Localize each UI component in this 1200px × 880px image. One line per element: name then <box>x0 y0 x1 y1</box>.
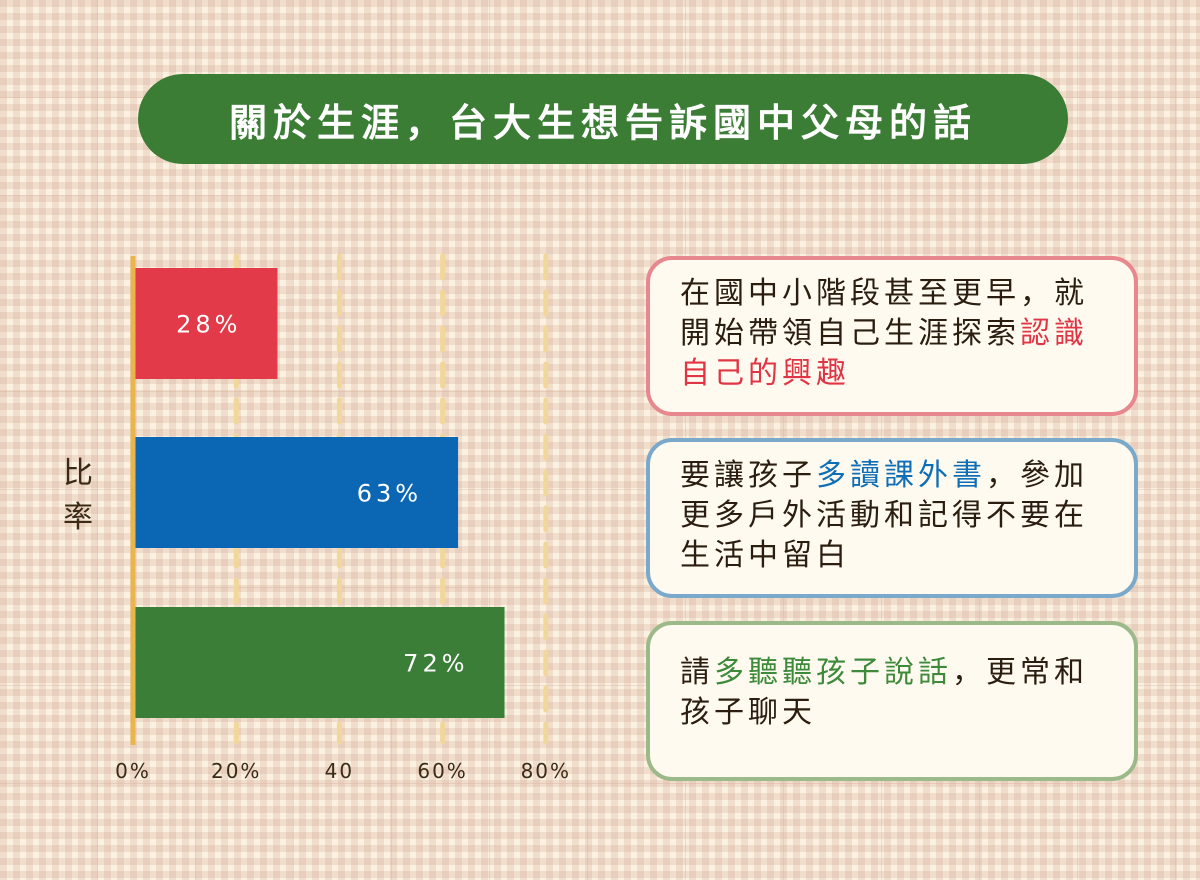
bar <box>133 607 505 718</box>
x-tick-label: 0% <box>115 759 151 783</box>
x-tick-label: 80% <box>521 759 571 783</box>
page-title: 關於生涯，台大生想告訴國中父母的話 <box>228 100 977 145</box>
bar-value-label: 72% <box>403 650 468 678</box>
bar-chart: 28% 63% 72% 0% 20% 40 60% 80% <box>115 253 571 783</box>
note-text: ，更常和孩子聊天 <box>680 655 1088 730</box>
x-tick-label: 60% <box>417 759 467 783</box>
x-tick-label: 20% <box>211 759 261 783</box>
note-card-3: 請多聽聽孩子說話，更常和孩子聊天 <box>646 621 1138 781</box>
note-text: 要讓孩子 <box>680 458 816 493</box>
note-card-2: 要讓孩子多讀課外書，參加更多戶外活動和記得不要在生活中留白 <box>646 438 1138 598</box>
bar-value-label: 28% <box>176 311 241 339</box>
bar-value-label: 63% <box>357 480 422 508</box>
title-bubble <box>138 74 1068 164</box>
note-text: 請 <box>680 655 714 690</box>
bar <box>133 437 459 548</box>
note-text: ，參加更多戶外活動和記得不要在生活中留白 <box>680 458 1088 573</box>
note-card-1: 在國中小階段甚至更早，就開始帶領自己生涯探索認識自己的興趣 <box>646 256 1138 416</box>
note-highlight: 多讀課外書 <box>816 458 986 493</box>
note-highlight: 認識自己的興趣 <box>680 316 1088 391</box>
note-highlight: 多聽聽孩子說話 <box>714 655 952 690</box>
x-tick-label: 40 <box>325 759 354 783</box>
note-text: 在國中小階段甚至更早，就開始帶領自己生涯探索 <box>680 276 1088 351</box>
bar <box>133 268 278 379</box>
y-axis-label: 比率 <box>63 456 93 535</box>
